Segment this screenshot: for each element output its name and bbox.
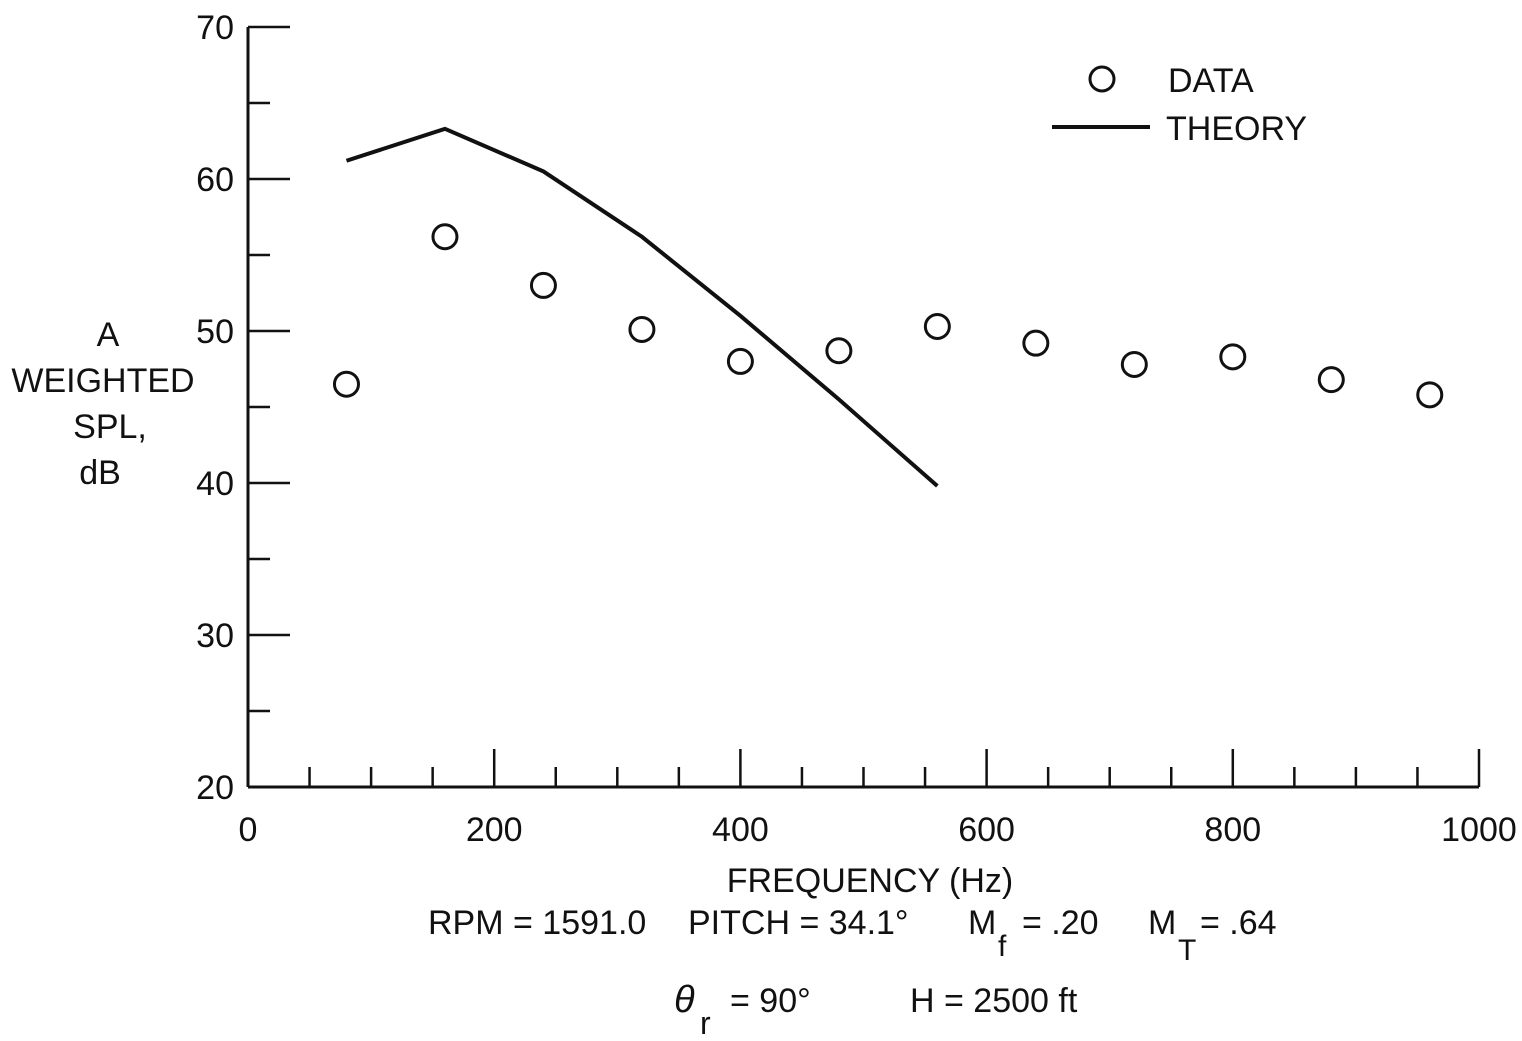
parameters-line-1: RPM = 1591.0 PITCH = 34.1° M f = .20 M T… bbox=[428, 904, 1277, 967]
legend-data-marker bbox=[1088, 65, 1116, 93]
data-point bbox=[1022, 329, 1050, 357]
x-tick-label: 0 bbox=[239, 811, 258, 849]
theory-series bbox=[345, 126, 939, 488]
x-tick-label: 1000 bbox=[1441, 811, 1517, 849]
data-point bbox=[529, 271, 557, 299]
data-point bbox=[628, 315, 656, 343]
data-point bbox=[923, 312, 951, 340]
mf-symbol: M bbox=[968, 904, 996, 942]
mt-value: = .64 bbox=[1200, 904, 1277, 942]
mt-subscript: T bbox=[1178, 934, 1196, 967]
theta-subscript: r bbox=[700, 1005, 711, 1041]
data-point bbox=[1120, 350, 1148, 378]
data-series bbox=[332, 223, 1444, 409]
y-tick-label: 20 bbox=[196, 769, 234, 807]
x-tick-label: 800 bbox=[1204, 811, 1261, 849]
x-tick-label: 200 bbox=[466, 811, 523, 849]
theta-value: = 90° bbox=[730, 982, 811, 1020]
theory-line bbox=[345, 126, 939, 488]
axes: 0 200 400 600 800 1000 20 30 40 50 60 70 bbox=[196, 9, 1517, 849]
legend-theory-label: THEORY bbox=[1166, 110, 1307, 148]
data-point bbox=[726, 347, 754, 375]
mf-subscript: f bbox=[998, 930, 1007, 963]
mt-symbol: M bbox=[1148, 904, 1176, 942]
data-point bbox=[1317, 366, 1345, 394]
y-tick-label: 30 bbox=[196, 617, 234, 655]
x-tick-label: 400 bbox=[712, 811, 769, 849]
rpm-label: RPM = 1591.0 bbox=[428, 904, 646, 942]
pitch-label: PITCH = 34.1° bbox=[688, 904, 909, 942]
y-tick-label: 70 bbox=[196, 9, 234, 47]
data-point bbox=[1416, 381, 1444, 409]
theta-symbol: θ bbox=[674, 979, 695, 1021]
y-tick-label: 60 bbox=[196, 161, 234, 199]
mf-value: = .20 bbox=[1022, 904, 1099, 942]
y-axis-label-line-1: A bbox=[97, 316, 120, 354]
x-axis-label: FREQUENCY (Hz) bbox=[727, 862, 1014, 900]
y-tick-label: 40 bbox=[196, 465, 234, 503]
data-point bbox=[332, 370, 360, 398]
parameters-line-2: θ r = 90° H = 2500 ft bbox=[674, 979, 1078, 1041]
x-tick-label: 600 bbox=[958, 811, 1015, 849]
legend-data-label: DATA bbox=[1168, 62, 1254, 100]
y-axis-label-line-4: dB bbox=[79, 454, 121, 492]
y-axis-label-line-3: SPL, bbox=[73, 408, 147, 446]
data-point bbox=[825, 337, 853, 365]
data-point bbox=[1219, 343, 1247, 371]
data-point bbox=[431, 223, 459, 251]
y-axis-label-line-2: WEIGHTED bbox=[11, 362, 194, 400]
y-tick-label: 50 bbox=[196, 313, 234, 351]
altitude-label: H = 2500 ft bbox=[910, 982, 1078, 1020]
legend: DATA THEORY bbox=[1052, 62, 1307, 148]
